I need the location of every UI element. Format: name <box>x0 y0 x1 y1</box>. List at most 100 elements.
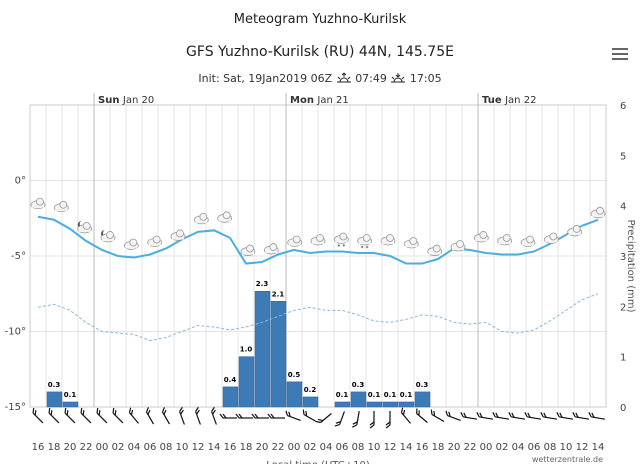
barb-flag <box>196 409 200 415</box>
barb-flag <box>352 421 358 425</box>
barb-flag <box>145 407 150 413</box>
wind-barb-icon <box>416 408 428 423</box>
cloud-icon <box>450 240 466 252</box>
barb-flag <box>161 407 166 413</box>
wind-barb-icon <box>385 411 391 429</box>
barb-shaft <box>495 416 509 420</box>
precip-bar-label: 0.5 <box>288 371 301 379</box>
temp-tick-label: -15° <box>5 402 26 413</box>
barb-flag <box>556 412 560 418</box>
barb-shaft <box>145 411 155 425</box>
wind-barb-icon <box>445 410 461 421</box>
precip-bar <box>398 401 415 408</box>
x-tick-label: 10 <box>176 442 189 453</box>
cloud-icon <box>123 238 139 250</box>
precip-tick-label: 2 <box>620 302 626 313</box>
x-axis-label: Local time (UTC+10) <box>266 460 370 464</box>
x-tick-label: 08 <box>544 442 557 453</box>
wind-barb-icon <box>112 408 124 424</box>
cloud-puff <box>152 235 161 244</box>
precip-bar <box>382 401 399 408</box>
hamburger-menu-icon <box>612 48 628 50</box>
precip-bar-label: 0.3 <box>352 381 365 389</box>
temp-tick-label: -5° <box>11 251 26 262</box>
cloud-puff <box>572 225 581 233</box>
barb-flag <box>317 418 324 422</box>
cloud-snow-icon: * * <box>357 234 373 252</box>
x-tick-label: 22 <box>464 442 477 453</box>
precip-tick-label: 4 <box>620 202 626 213</box>
barb-shaft <box>559 416 573 420</box>
barb-flag <box>335 421 341 424</box>
wind-barb-icon <box>540 412 557 420</box>
barb-shaft <box>431 413 445 423</box>
cloud-icon <box>473 231 489 243</box>
barb-shaft <box>479 416 493 420</box>
barb-shaft <box>303 413 317 423</box>
x-tick-label: 06 <box>144 442 157 453</box>
x-tick-label: 14 <box>592 442 605 453</box>
wind-barb-icon <box>219 413 237 419</box>
cloud-icon <box>543 232 559 244</box>
barb-shaft <box>32 412 44 424</box>
x-tick-label: 18 <box>240 442 253 453</box>
x-tick-label: 02 <box>112 442 125 453</box>
temp-tick-label: -10° <box>5 327 26 338</box>
barb-shaft <box>64 412 76 424</box>
x-tick-label: 16 <box>224 442 237 453</box>
barb-flag <box>315 420 321 424</box>
barb-flag <box>211 406 215 412</box>
wind-barb-icon <box>267 413 285 419</box>
barb-flag <box>82 410 85 416</box>
barb-flag <box>179 406 183 412</box>
barb-shaft <box>320 413 332 423</box>
x-tick-label: 16 <box>416 442 429 453</box>
wind-barb-icon <box>285 410 301 421</box>
chart-menu-button[interactable] <box>612 48 628 62</box>
x-tick-label: 20 <box>64 442 77 453</box>
precip-bar-label: 0.1 <box>336 391 349 399</box>
cloud-puff <box>176 229 184 238</box>
barb-flag <box>559 412 563 418</box>
cloud-snow-icon: * * <box>333 232 349 250</box>
barb-flag <box>400 407 404 413</box>
cloud-icon <box>310 234 326 246</box>
x-tick-label: 08 <box>352 442 365 453</box>
x-tick-label: 02 <box>496 442 509 453</box>
cloud-puff <box>199 212 208 221</box>
wind-barb-icon <box>400 407 411 424</box>
x-tick-label: 22 <box>272 442 285 453</box>
cloud-icon <box>590 206 606 219</box>
snow-flake: * <box>366 245 369 252</box>
barb-shaft <box>48 412 60 424</box>
x-tick-label: 04 <box>512 442 525 453</box>
wind-barb-icon <box>524 412 541 420</box>
precip-tick-label: 6 <box>620 101 626 112</box>
barb-flag <box>128 407 132 413</box>
wind-barb-icon <box>145 407 155 425</box>
barb-flag <box>48 408 51 414</box>
barb-shaft <box>416 413 428 423</box>
precip-bar <box>334 401 351 408</box>
precip-tick-label: 3 <box>620 252 626 263</box>
barb-flag <box>254 413 259 419</box>
wind-barb-icon <box>430 409 445 423</box>
day-label-0: Sun Jan 20 <box>98 95 154 106</box>
partly-cloudy-night-icon <box>77 220 93 234</box>
cloud-puff <box>106 231 114 239</box>
wind-barb-icon <box>96 408 108 424</box>
x-tick-label: 06 <box>528 442 541 453</box>
wind-barb-icon <box>556 412 573 420</box>
barb-shaft <box>463 416 477 420</box>
barb-shaft <box>543 416 557 420</box>
cloud-puff <box>339 232 348 241</box>
wind-barb-icon <box>460 412 477 420</box>
cloud-puff <box>222 211 231 220</box>
barb-shaft <box>96 412 108 424</box>
credit-text: wetterzentrale.de <box>532 455 603 464</box>
barb-flag <box>385 421 391 426</box>
barb-flag <box>270 413 275 419</box>
wind-barb-icon <box>492 412 509 420</box>
precip-bar <box>286 381 303 408</box>
cloud-puff <box>269 243 278 251</box>
